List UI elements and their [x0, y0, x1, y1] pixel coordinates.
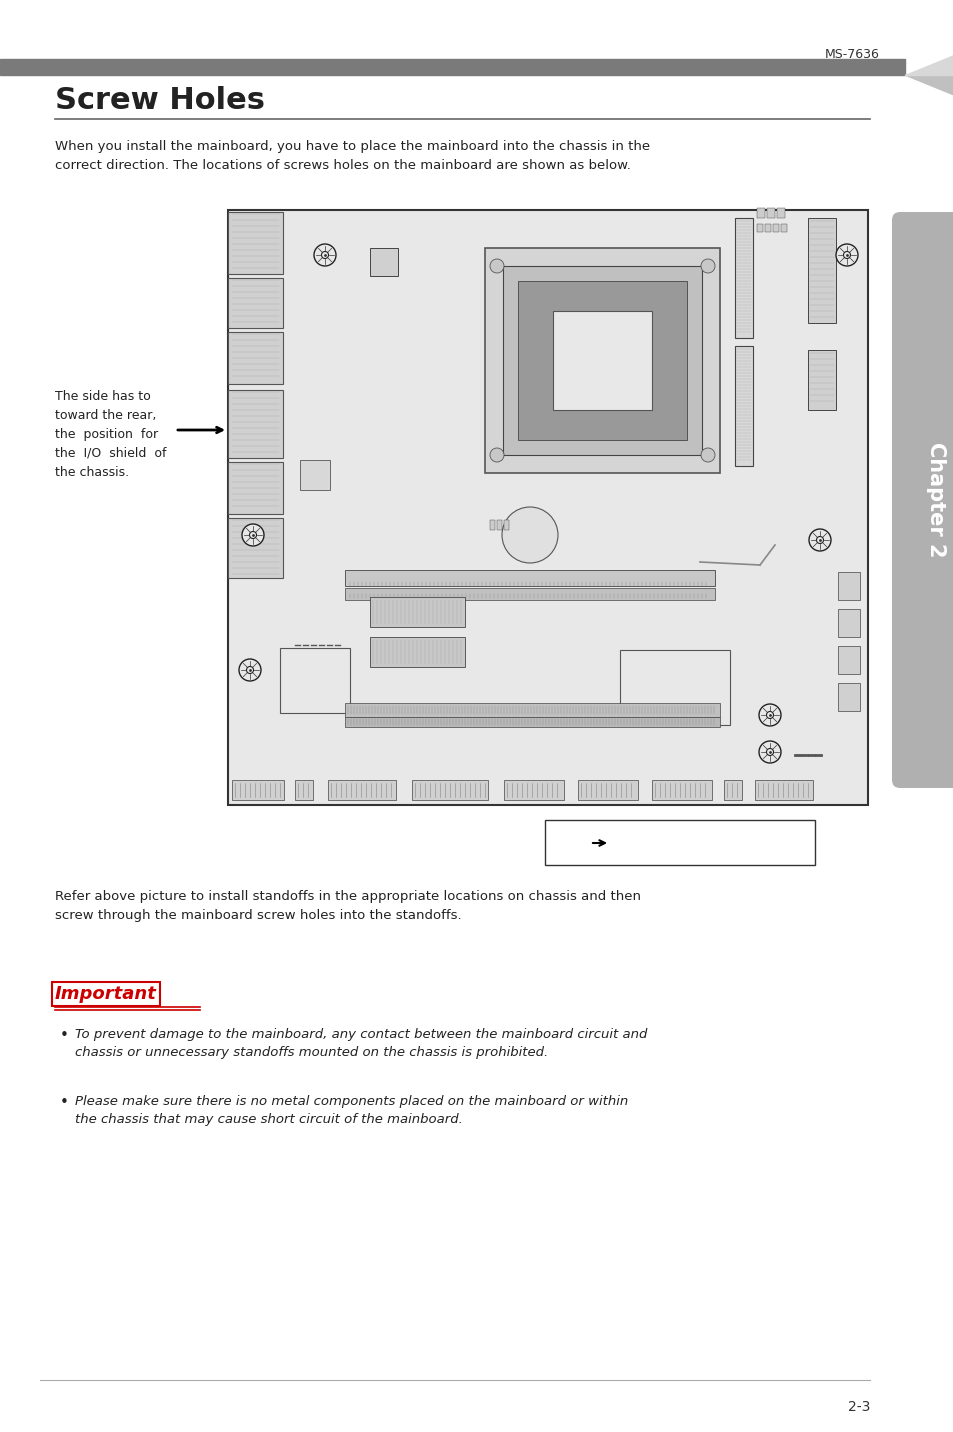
Text: The side has to
toward the rear,
the  position  for
the  I/O  shield  of
the cha: The side has to toward the rear, the pos…: [55, 390, 167, 478]
Bar: [228, 332, 283, 384]
Bar: [764, 223, 770, 232]
Bar: [907, 221, 953, 780]
Circle shape: [490, 448, 503, 463]
Bar: [502, 266, 701, 455]
Circle shape: [490, 259, 503, 274]
Bar: [232, 780, 284, 800]
Polygon shape: [904, 74, 953, 95]
Bar: [484, 248, 720, 473]
Circle shape: [816, 537, 822, 544]
FancyBboxPatch shape: [891, 212, 953, 788]
Circle shape: [808, 528, 830, 551]
Bar: [370, 637, 464, 667]
Bar: [837, 609, 859, 637]
Bar: [757, 208, 764, 218]
Text: Important: Important: [55, 985, 156, 1002]
Text: 2-3: 2-3: [846, 1400, 869, 1413]
Circle shape: [700, 259, 714, 274]
Circle shape: [239, 659, 261, 682]
Circle shape: [250, 531, 256, 538]
Bar: [776, 208, 784, 218]
Bar: [781, 223, 786, 232]
Bar: [807, 349, 835, 410]
Text: Refer above picture to install standoffs in the appropriate locations on chassis: Refer above picture to install standoffs…: [55, 891, 640, 922]
Bar: [578, 780, 638, 800]
Bar: [345, 717, 720, 727]
Bar: [766, 208, 774, 218]
Bar: [497, 520, 501, 530]
Bar: [837, 683, 859, 712]
Circle shape: [314, 243, 335, 266]
Bar: [370, 248, 397, 276]
Bar: [503, 780, 563, 800]
Bar: [228, 211, 867, 805]
Circle shape: [765, 712, 773, 719]
Text: Chapter 2: Chapter 2: [925, 442, 945, 557]
Bar: [837, 571, 859, 600]
Bar: [490, 520, 495, 530]
Bar: [412, 780, 488, 800]
Circle shape: [759, 705, 781, 726]
Circle shape: [321, 252, 328, 259]
Bar: [837, 646, 859, 674]
Bar: [345, 589, 714, 600]
Bar: [807, 218, 835, 324]
Text: Screw holes: Screw holes: [618, 836, 700, 851]
Text: •: •: [60, 1028, 69, 1042]
Bar: [228, 518, 283, 579]
Circle shape: [246, 666, 253, 673]
Circle shape: [557, 833, 577, 853]
Text: Screw Holes: Screw Holes: [55, 86, 265, 115]
Circle shape: [835, 243, 857, 266]
Bar: [280, 649, 350, 713]
Text: To prevent damage to the mainboard, any contact between the mainboard circuit an: To prevent damage to the mainboard, any …: [75, 1028, 647, 1060]
Bar: [345, 570, 714, 586]
Bar: [299, 460, 330, 490]
Bar: [754, 780, 812, 800]
Bar: [228, 463, 283, 514]
Bar: [723, 780, 741, 800]
Bar: [772, 223, 779, 232]
Bar: [734, 347, 752, 465]
Bar: [228, 278, 283, 328]
Bar: [734, 218, 752, 338]
Circle shape: [842, 252, 850, 259]
Polygon shape: [904, 54, 953, 74]
Bar: [294, 780, 313, 800]
Text: When you install the mainboard, you have to place the mainboard into the chassis: When you install the mainboard, you have…: [55, 140, 649, 172]
Bar: [370, 597, 464, 627]
Bar: [544, 821, 814, 865]
Bar: [345, 703, 720, 717]
Bar: [517, 281, 686, 440]
Circle shape: [242, 524, 264, 546]
Circle shape: [501, 507, 558, 563]
Bar: [757, 223, 762, 232]
Circle shape: [700, 448, 714, 463]
Bar: [0, 59, 904, 74]
Circle shape: [759, 740, 781, 763]
Circle shape: [765, 749, 773, 756]
Bar: [553, 311, 651, 410]
Circle shape: [563, 839, 570, 846]
Text: •: •: [60, 1095, 69, 1110]
Bar: [503, 520, 509, 530]
Bar: [651, 780, 711, 800]
Bar: [228, 390, 283, 458]
Text: MS-7636: MS-7636: [824, 49, 879, 62]
Bar: [228, 212, 283, 274]
Bar: [328, 780, 395, 800]
Text: Please make sure there is no metal components placed on the mainboard or within
: Please make sure there is no metal compo…: [75, 1095, 628, 1126]
Bar: [619, 650, 729, 725]
